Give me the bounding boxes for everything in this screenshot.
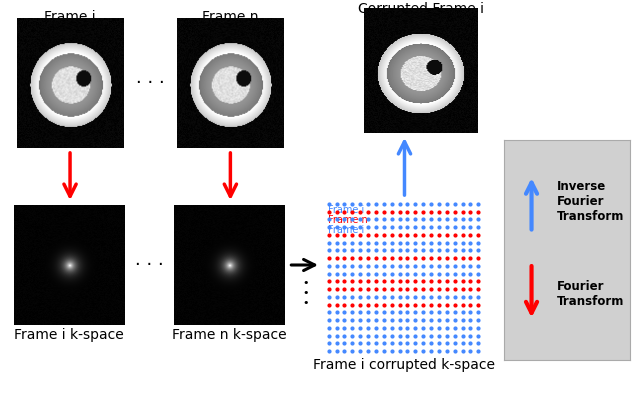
Text: . . .: . . . <box>136 69 164 87</box>
Text: •: • <box>303 298 309 308</box>
Text: Corrupted Frame i: Corrupted Frame i <box>358 2 484 16</box>
Text: Frame i: Frame i <box>328 225 364 235</box>
Text: . . .: . . . <box>135 251 164 269</box>
Text: Frame i: Frame i <box>328 205 364 215</box>
Text: Frame i: Frame i <box>44 10 96 24</box>
Text: Frame i k-space: Frame i k-space <box>14 328 124 342</box>
Text: Frame n: Frame n <box>202 10 259 24</box>
Text: •: • <box>303 278 309 288</box>
Text: Frame n k-space: Frame n k-space <box>172 328 287 342</box>
Text: Frame i corrupted k-space: Frame i corrupted k-space <box>314 358 495 372</box>
Text: Frame n: Frame n <box>328 215 367 225</box>
Text: •: • <box>303 288 309 298</box>
